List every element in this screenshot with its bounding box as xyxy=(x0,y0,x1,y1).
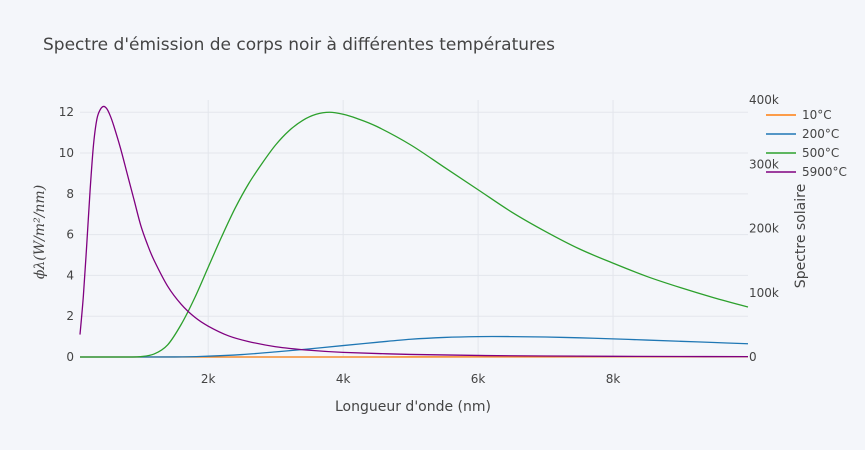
y2-tick-labels: 0 100k 200k 300k 400k xyxy=(749,93,779,364)
series-line-3[interactable] xyxy=(79,105,749,358)
plot-area xyxy=(80,100,748,357)
y-axis-title: ϕλ(W/m²/nm) xyxy=(32,185,48,279)
y-tick-label: 12 xyxy=(59,105,74,119)
series-line-1[interactable] xyxy=(79,335,749,358)
x-tick-label: 4k xyxy=(336,372,351,386)
legend-label: 200°C xyxy=(802,127,839,141)
legend-label: 5900°C xyxy=(802,165,847,179)
x-axis-title: Longueur d'onde (nm) xyxy=(335,399,491,415)
legend-item-0[interactable]: 10°C xyxy=(766,108,832,122)
series-lines xyxy=(79,105,749,358)
y-tick-label: 2 xyxy=(66,309,74,323)
chart-title: Spectre d'émission de corps noir à diffé… xyxy=(43,35,555,55)
x-tick-label: 2k xyxy=(201,372,216,386)
y2-axis-title: Spectre solaire xyxy=(793,184,809,288)
legend-item-2[interactable]: 500°C xyxy=(766,146,839,160)
y2-tick-label: 200k xyxy=(749,222,779,236)
x-tick-label: 6k xyxy=(471,372,486,386)
legend[interactable]: 10°C 200°C 500°C 5900°C xyxy=(766,108,847,179)
legend-label: 500°C xyxy=(802,146,839,160)
y-tick-label: 0 xyxy=(66,350,74,364)
x-tick-labels: 2k 4k 6k 8k xyxy=(201,372,620,386)
y-tick-label: 8 xyxy=(66,187,74,201)
legend-item-1[interactable]: 200°C xyxy=(766,127,839,141)
x-gridlines xyxy=(207,100,614,357)
x-tick-label: 8k xyxy=(606,372,621,386)
y-tick-labels: 0 2 4 6 8 10 12 xyxy=(59,105,74,364)
y2-tick-label: 300k xyxy=(749,157,779,171)
y2-tick-label: 100k xyxy=(749,286,779,300)
y2-tick-label: 0 xyxy=(749,350,757,364)
legend-label: 10°C xyxy=(802,108,832,122)
series-line-2[interactable] xyxy=(79,111,749,358)
legend-item-3[interactable]: 5900°C xyxy=(766,165,847,179)
y-tick-label: 10 xyxy=(59,146,74,160)
y-tick-label: 6 xyxy=(66,228,74,242)
y2-tick-label: 400k xyxy=(749,93,779,107)
y-tick-label: 4 xyxy=(66,268,74,282)
